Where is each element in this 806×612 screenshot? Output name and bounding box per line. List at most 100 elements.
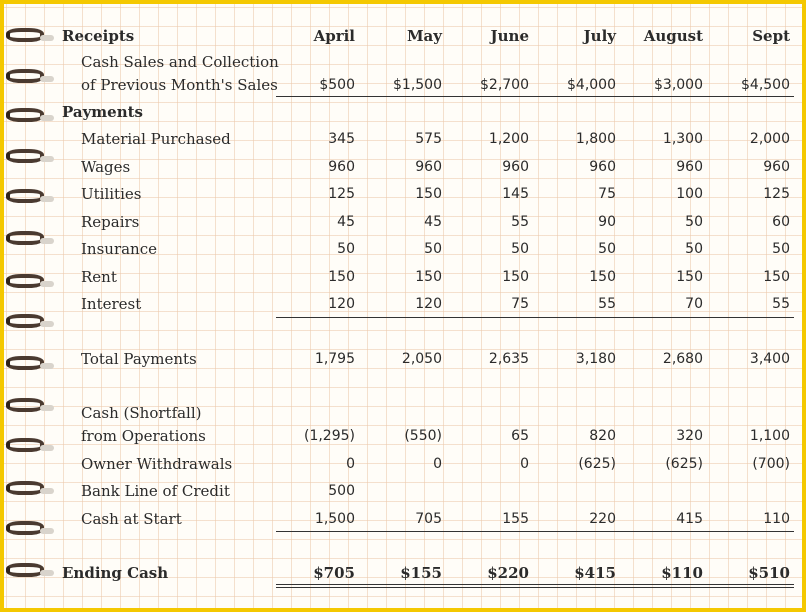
payment-label-insurance: Insurance — [81, 240, 157, 258]
payment-interest-june-cell: 75 — [511, 296, 529, 312]
cash-at-start-label: Cash at Start — [81, 510, 182, 528]
payment-rent-sept-cell: 150 — [763, 269, 790, 285]
payment-label-interest: Interest — [81, 295, 142, 313]
payment-wages-june-cell: 960 — [502, 159, 529, 175]
column-header-june: June — [490, 27, 529, 45]
cash-shortfall-april-cell: (1,295) — [303, 428, 355, 444]
payment-utilities-august-cell: 100 — [676, 186, 703, 202]
payment-insurance-sept-cell: 50 — [772, 241, 790, 257]
payment-rent-may-cell: 150 — [415, 269, 442, 285]
cash-sales-label-line2: of Previous Month's Sales — [81, 76, 278, 94]
spiral-coil-icon — [6, 519, 56, 541]
payment-label-utilities: Utilities — [81, 185, 142, 203]
payment-insurance-may-cell: 50 — [424, 241, 442, 257]
payment-label-repairs: Repairs — [81, 213, 140, 231]
spiral-coil-icon — [6, 147, 56, 169]
ending-cash-rule-2 — [276, 587, 794, 588]
bank-line-label: Bank Line of Credit — [81, 482, 230, 500]
total-payments-label: Total Payments — [81, 350, 197, 368]
payment-rent-june-cell: 150 — [502, 269, 529, 285]
cash-shortfall-august-cell: 320 — [676, 428, 703, 444]
total-payments-august-cell: 2,680 — [662, 351, 703, 367]
payment-utilities-june-cell: 145 — [502, 186, 529, 202]
payment-utilities-july-cell: 75 — [598, 186, 616, 202]
owner-withdrawals-july-cell: (625) — [578, 456, 616, 472]
payment-wages-april-cell: 960 — [328, 159, 355, 175]
payment-wages-may-cell: 960 — [415, 159, 442, 175]
total-payments-may-cell: 2,050 — [401, 351, 442, 367]
payment-insurance-july-cell: 50 — [598, 241, 616, 257]
cash-sales-may-cell: $1,500 — [393, 77, 442, 93]
payment-repairs-august-cell: 50 — [685, 214, 703, 230]
payment-repairs-april-cell: 45 — [337, 214, 355, 230]
cash-sales-label-line1: Cash Sales and Collection — [81, 53, 279, 71]
owner-withdrawals-may-cell: 0 — [433, 456, 442, 472]
cash-shortfall-may-cell: (550) — [404, 428, 442, 444]
cash-shortfall-label-line1: Cash (Shortfall) — [81, 404, 202, 422]
bank-line-april-cell: 500 — [328, 483, 355, 499]
cash-sales-april-cell: $500 — [319, 77, 355, 93]
payment-wages-sept-cell: 960 — [763, 159, 790, 175]
payment-interest-may-cell: 120 — [415, 296, 442, 312]
payment-utilities-may-cell: 150 — [415, 186, 442, 202]
receipts-heading: Receipts — [62, 27, 135, 45]
spiral-coil-icon — [6, 561, 56, 583]
payment-repairs-june-cell: 55 — [511, 214, 529, 230]
spiral-binding — [4, 4, 62, 608]
ending-cash-rule-1 — [276, 584, 794, 585]
cash-sales-august-cell: $3,000 — [654, 77, 703, 93]
column-header-sept: Sept — [752, 27, 790, 45]
payment-material-purchased-may-cell: 575 — [415, 131, 442, 147]
ending-cash-sept-cell: $510 — [748, 564, 790, 582]
spiral-coil-icon — [6, 26, 56, 48]
cash-shortfall-july-cell: 820 — [589, 428, 616, 444]
spiral-coil-icon — [6, 479, 56, 501]
payment-utilities-sept-cell: 125 — [763, 186, 790, 202]
spiral-coil-icon — [6, 312, 56, 334]
payment-label-material-purchased: Material Purchased — [81, 130, 231, 148]
cash-shortfall-sept-cell: 1,100 — [749, 428, 790, 444]
ending-cash-august-cell: $110 — [661, 564, 703, 582]
cash-shortfall-label-line2: from Operations — [81, 427, 206, 445]
ending-cash-may-cell: $155 — [400, 564, 442, 582]
payment-rent-july-cell: 150 — [589, 269, 616, 285]
payment-repairs-sept-cell: 60 — [772, 214, 790, 230]
spiral-coil-icon — [6, 396, 56, 418]
payment-insurance-april-cell: 50 — [337, 241, 355, 257]
cash-at-start-rule — [276, 531, 794, 532]
cash-sales-july-cell: $4,000 — [567, 77, 616, 93]
column-header-may: May — [406, 27, 442, 45]
cash-shortfall-june-cell: 65 — [511, 428, 529, 444]
spiral-coil-icon — [6, 354, 56, 376]
total-payments-april-cell: 1,795 — [314, 351, 355, 367]
ending-cash-july-cell: $415 — [574, 564, 616, 582]
ending-cash-april-cell: $705 — [313, 564, 355, 582]
total-payments-june-cell: 2,635 — [488, 351, 529, 367]
cash-sales-sept-cell: $4,500 — [741, 77, 790, 93]
receipts-rule — [276, 96, 794, 97]
cash-at-start-june-cell: 155 — [502, 511, 529, 527]
owner-withdrawals-august-cell: (625) — [665, 456, 703, 472]
spiral-coil-icon — [6, 67, 56, 89]
owner-withdrawals-label: Owner Withdrawals — [81, 455, 233, 473]
cash-at-start-july-cell: 220 — [589, 511, 616, 527]
cash-sales-june-cell: $2,700 — [480, 77, 529, 93]
payment-material-purchased-april-cell: 345 — [328, 131, 355, 147]
cash-at-start-august-cell: 415 — [676, 511, 703, 527]
payment-interest-august-cell: 70 — [685, 296, 703, 312]
column-header-july: July — [583, 27, 616, 45]
payments-heading: Payments — [62, 103, 144, 121]
payment-material-purchased-june-cell: 1,200 — [488, 131, 529, 147]
payment-insurance-june-cell: 50 — [511, 241, 529, 257]
payment-interest-april-cell: 120 — [328, 296, 355, 312]
payment-interest-july-cell: 55 — [598, 296, 616, 312]
payment-label-wages: Wages — [81, 158, 131, 176]
owner-withdrawals-sept-cell: (700) — [752, 456, 790, 472]
payment-interest-sept-cell: 55 — [772, 296, 790, 312]
payment-repairs-july-cell: 90 — [598, 214, 616, 230]
payment-insurance-august-cell: 50 — [685, 241, 703, 257]
column-header-april: April — [313, 27, 355, 45]
cash-at-start-sept-cell: 110 — [763, 511, 790, 527]
spiral-coil-icon — [6, 106, 56, 128]
payment-repairs-may-cell: 45 — [424, 214, 442, 230]
